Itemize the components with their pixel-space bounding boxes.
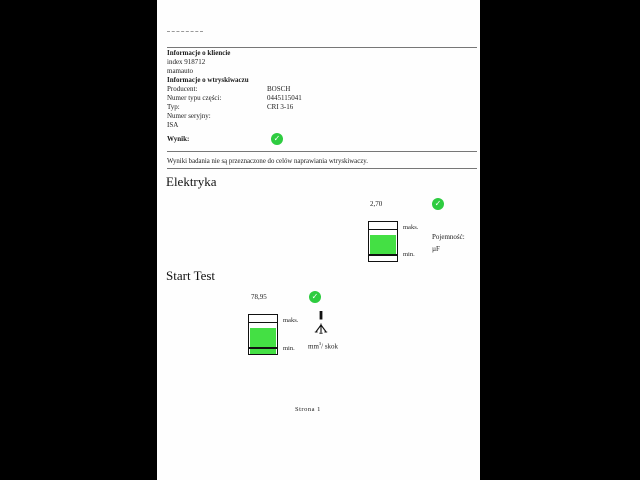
elektryka-min-label: min. [403,251,415,258]
elektryka-unit: µF [432,245,440,253]
info-block: Informacje o kliencie index 918712 mamau… [167,49,302,130]
divider-disclaimer [167,168,477,169]
start-test-maks-label: maks. [283,317,299,324]
info-row-serial: Numer seryjny: [167,112,249,121]
result-check-circle-icon: ✓ [271,133,283,145]
start-test-min-label: min. [283,345,295,352]
info-row-type: Typ: CRI 3-16 [167,103,293,112]
elektryka-measure-label: Pojemność: [432,233,465,241]
client-name: mamauto [167,67,194,75]
unit-prefix: mm [308,342,319,351]
gauge-max-line [369,229,397,230]
info-value: BOSCH [267,85,291,93]
info-value: CRI 3-16 [267,103,294,111]
gauge-fill [370,235,396,254]
section-title-elektryka: Elektryka [166,174,217,189]
result-label: Wynik: [167,135,190,143]
info-label: Producent: [167,85,198,93]
start-test-gauge [248,314,278,355]
serial-extra: ISA [167,121,179,129]
report-page: Informacje o kliencie index 918712 mamau… [157,0,480,480]
divider-result [167,151,477,152]
elektryka-gauge [368,221,398,262]
elektryka-check-circle-icon: ✓ [432,198,444,210]
section-title-start-test: Start Test [166,268,216,283]
separator-dashes [167,31,203,32]
injector-spray-icon [314,311,328,334]
injector-info-title: Informacje o wtryskiwaczu [167,76,249,84]
divider-top [167,47,477,48]
info-label: Typ: [167,103,180,111]
client-index: index 918712 [167,58,206,66]
gauge-min-line [249,347,277,349]
info-label: Numer typu części: [167,94,222,102]
gauge-min-line [369,254,397,256]
start-test-check-circle-icon: ✓ [309,291,321,303]
gauge-max-line [249,322,277,323]
gauge-fill [250,328,276,354]
elektryka-value: 2,70 [370,200,383,208]
info-row-part-number: Numer typu części: 0445115041 [167,94,302,103]
elektryka-maks-label: maks. [403,224,419,231]
info-value: 0445115041 [267,94,302,102]
unit-suffix: / skok [321,342,339,351]
start-test-unit: mm3/ skok [308,339,338,351]
start-test-value: 78,95 [251,293,267,301]
disclaimer-text: Wyniki badania nie są przeznaczone do ce… [167,158,368,165]
info-label: Numer seryjny: [167,112,211,120]
client-info-title: Informacje o kliencie [167,49,231,57]
unit-superscript: 3 [318,341,322,346]
info-row-producer: Producent: BOSCH [167,85,290,94]
page-number: Strona 1 [295,406,321,413]
